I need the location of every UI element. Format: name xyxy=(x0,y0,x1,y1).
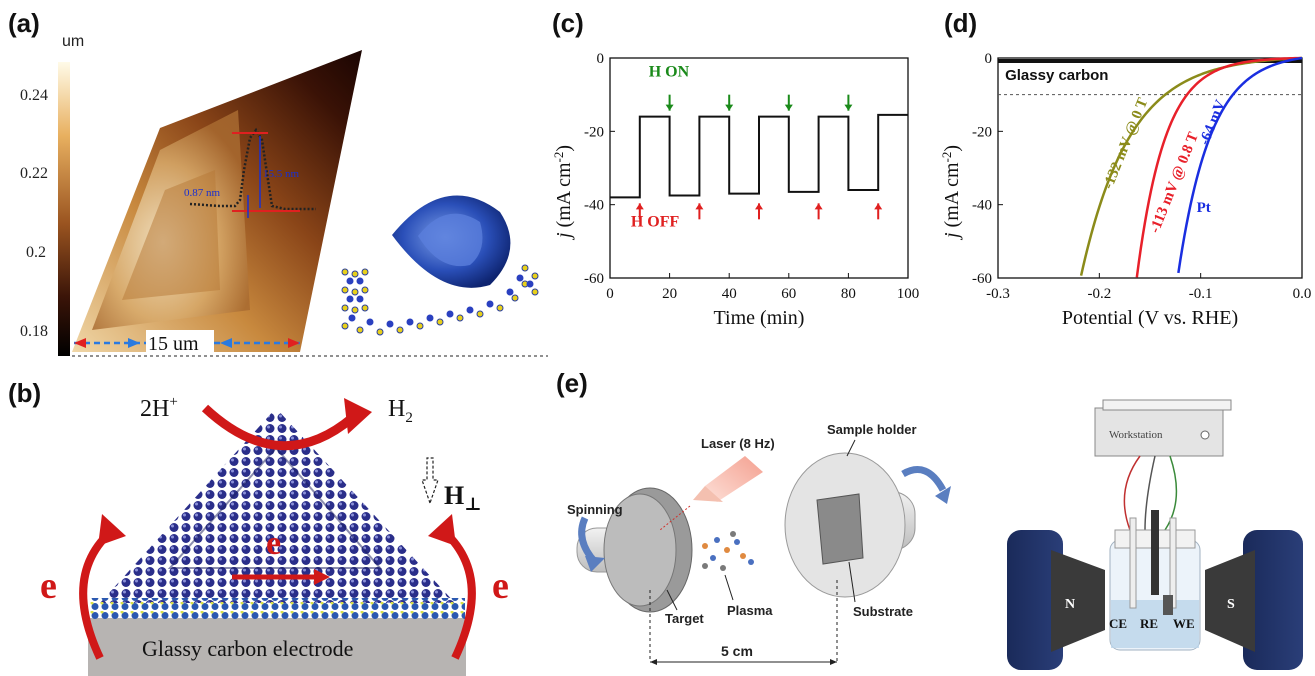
chart-c: 0 20 40 60 80 100 0 -20 -40 -60 Time (min) j (mA cm… xyxy=(551,51,920,329)
laser-beam xyxy=(705,456,763,502)
electrode-label: Glassy carbon electrode xyxy=(142,636,353,661)
y-tick-label: 0 xyxy=(985,51,993,67)
y-tick-label: -40 xyxy=(972,198,992,214)
series-label: -132 mV @ 0 T xyxy=(1100,96,1151,192)
mos2-structure xyxy=(341,264,539,336)
chart-d: -0.3 -0.2 -0.1 0.0 0 -20 -40 -60 Potential (V vs… xyxy=(940,51,1312,329)
label-re: RE xyxy=(1140,616,1158,631)
label-workstation: Workstation xyxy=(1109,429,1163,441)
off-marker-head xyxy=(755,203,763,210)
series-label: -64 mV xyxy=(1197,98,1230,148)
x-tick-label: -0.3 xyxy=(986,286,1010,302)
label-magnet-n: N xyxy=(1065,597,1075,612)
panel-label-e: (e) xyxy=(556,368,588,398)
panel-label-c: (c) xyxy=(552,8,584,38)
x-tick-label: 60 xyxy=(781,286,796,302)
x-axis-label: Potential (V vs. RHE) xyxy=(1062,307,1238,329)
on-marker-head xyxy=(665,104,674,111)
pt-label: Pt xyxy=(1197,200,1211,216)
label-spinning: Spinning xyxy=(567,502,623,517)
plot-frame xyxy=(609,57,909,279)
label-magnet-s: S xyxy=(1227,597,1235,612)
y-tick-label: 0 xyxy=(597,51,605,67)
annotation-h-off: H OFF xyxy=(631,214,680,231)
field-arrow xyxy=(421,457,439,505)
label-distance: 5 cm xyxy=(721,643,753,659)
label-laser: Laser (8 Hz) xyxy=(701,436,775,451)
product-label: H2 xyxy=(388,396,413,426)
annotation-h-on: H ON xyxy=(649,63,690,80)
field-label: H⊥ xyxy=(444,481,482,514)
x-tick-label: 20 xyxy=(662,286,677,302)
label-ce: CE xyxy=(1109,616,1127,631)
colorbar-tick: 0.18 xyxy=(20,323,48,340)
colorbar-tick: 0.22 xyxy=(20,165,48,182)
series-label: -113 mV @ 0.8 T xyxy=(1147,130,1202,235)
on-marker-head xyxy=(784,104,793,111)
panel-label-b: (b) xyxy=(8,378,42,408)
x-tick-label: 80 xyxy=(841,286,856,302)
label-substrate: Substrate xyxy=(853,604,913,619)
off-marker-head xyxy=(814,203,823,210)
magnet-left xyxy=(1007,530,1063,670)
x-tick-label: 0 xyxy=(606,286,614,302)
glassy-carbon-electrode xyxy=(88,618,466,676)
colorbar-tick: 0.2 xyxy=(26,244,46,261)
plasma-particles xyxy=(702,531,754,571)
off-marker-head xyxy=(874,203,883,210)
y-tick-label: -40 xyxy=(584,198,604,214)
label-we: WE xyxy=(1173,616,1195,631)
y-tick-label: -60 xyxy=(584,271,604,287)
scale-label: 15 um xyxy=(148,333,199,355)
electron-right: e xyxy=(492,565,509,607)
y-axis-label: j (mA cm-2) xyxy=(940,145,963,241)
reaction-arrow xyxy=(201,404,355,451)
panel-label-a: (a) xyxy=(8,8,40,38)
current-trace xyxy=(610,113,908,199)
colorbar-unit: um xyxy=(62,33,84,50)
off-marker-head xyxy=(695,203,704,210)
y-axis-label: j (mA cm-2) xyxy=(551,145,575,241)
plot-frame xyxy=(997,57,1303,279)
colorbar-tick: 0.24 xyxy=(20,87,48,104)
substrate xyxy=(816,493,864,565)
on-marker-head xyxy=(844,104,853,111)
colorbar xyxy=(58,62,70,356)
series-label-glassy-carbon: Glassy carbon xyxy=(1005,67,1108,84)
y-tick-label: -20 xyxy=(972,124,992,140)
x-tick-label: 100 xyxy=(897,286,920,302)
x-tick-label: -0.2 xyxy=(1087,286,1111,302)
afm-panel: um 0.24 0.22 0.2 0.18 15.5 nm 0.87 nm 15… xyxy=(20,33,548,357)
panel-label-d: (d) xyxy=(944,8,978,38)
y-tick-label: -20 xyxy=(584,124,604,140)
mos2-triangle xyxy=(100,408,455,603)
electrode-panel: Glassy carbon electrode 2H+ H2 H⊥ e e e xyxy=(40,394,509,676)
label-target: Target xyxy=(665,611,704,626)
x-tick-label: -0.1 xyxy=(1189,286,1213,302)
x-tick-label: 0.0 xyxy=(1293,286,1312,302)
on-marker-head xyxy=(725,104,734,111)
step-label: 0.87 nm xyxy=(184,187,221,199)
series-curve xyxy=(1177,56,1303,274)
electron-center: e xyxy=(266,525,281,562)
off-marker-head xyxy=(635,203,644,210)
label-sample-holder: Sample holder xyxy=(827,422,917,437)
y-tick-label: -60 xyxy=(972,271,992,287)
x-axis-label: Time (min) xyxy=(714,307,805,329)
height-label: 15.5 nm xyxy=(263,168,300,180)
electron-left: e xyxy=(40,565,57,607)
magnet-right xyxy=(1243,530,1303,670)
setup-panel: Spinning Target Laser (8 Hz) Plasma Samp… xyxy=(567,399,1303,670)
reactant-label: 2H+ xyxy=(140,394,178,422)
label-plasma: Plasma xyxy=(727,603,773,618)
x-tick-label: 40 xyxy=(722,286,737,302)
series-curve xyxy=(1135,56,1302,278)
